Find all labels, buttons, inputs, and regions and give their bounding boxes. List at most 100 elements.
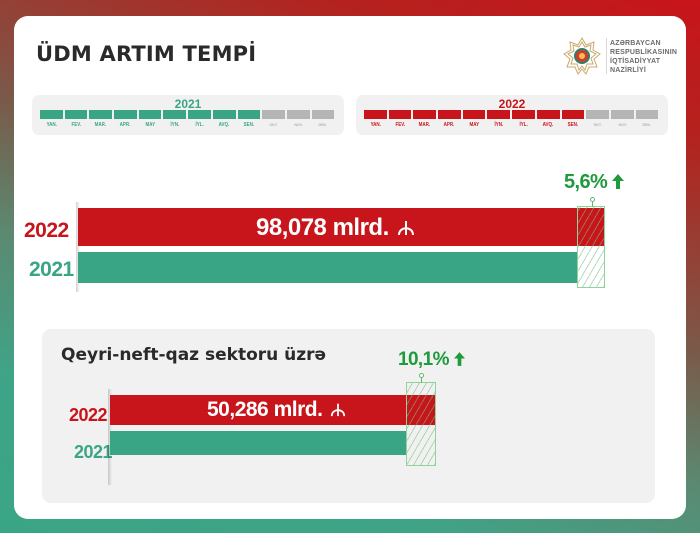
month-segment [610, 110, 634, 119]
month-label: YAN. [370, 122, 381, 128]
month-segment [40, 110, 63, 119]
year-label-2022: 2022 [69, 405, 108, 425]
month-segment [586, 110, 609, 119]
month-segment [138, 110, 162, 119]
month-label: MAY [469, 122, 479, 128]
month-cell: NOY. [286, 110, 310, 128]
ministry-emblem-icon [563, 36, 601, 75]
month-label: SEN. [567, 122, 579, 128]
ministry-name: AZƏRBAYCAN RESPUBLİKASININ İQTİSADİYYAT … [610, 40, 678, 74]
month-cell: İYL. [512, 110, 535, 128]
month-cell: NOY. [610, 110, 634, 128]
month-label: FEV. [395, 122, 405, 128]
month-segment [262, 110, 285, 119]
month-strip: YAN. FEV. MAR. APR. MAY İYN. İYL. AVQ. SEN. OKT. N… [364, 110, 659, 128]
month-cell: İYL. [188, 110, 211, 128]
month-label: FEV. [71, 122, 81, 128]
month-label: AVQ. [218, 122, 230, 128]
month-cell: İYN. [163, 110, 187, 128]
month-label: NOY. [294, 122, 303, 127]
month-cell: İYN. [487, 110, 511, 128]
month-segment [212, 110, 236, 119]
month-cell: APR. [438, 110, 461, 128]
month-cell: OKT. [262, 110, 285, 128]
month-segment [487, 110, 511, 119]
bar-2021 [78, 252, 578, 283]
month-strip: YAN. FEV. MAR. APR. MAY İYN. İYL. AVQ. SEN. OKT. N… [40, 110, 335, 128]
month-label: İYL. [195, 122, 204, 128]
month-label: DEK. [642, 122, 652, 127]
month-label: APR. [120, 122, 131, 128]
month-cell: AVQ. [536, 110, 560, 128]
month-segment [311, 110, 335, 119]
month-cell: SEN. [237, 110, 261, 128]
month-label: SEN. [243, 122, 255, 128]
timeline-year: 2022 [498, 97, 526, 111]
month-cell: YAN. [40, 110, 63, 128]
panel-title: Qeyri-neft-qaz sektoru üzrə [61, 345, 327, 365]
axis-line [76, 202, 80, 292]
month-segment [364, 110, 387, 119]
month-cell: SEN. [561, 110, 585, 128]
gdp-chart: 2022 2021 5,6% 98,078 mlrd. [14, 166, 686, 296]
month-label: AVQ. [542, 122, 554, 128]
month-segment [286, 110, 310, 119]
month-segment [438, 110, 461, 119]
growth-pin-dot [590, 197, 595, 202]
month-label: İYN. [494, 122, 504, 128]
month-segment [188, 110, 211, 119]
manat-icon [397, 221, 414, 236]
month-label: OKT. [269, 122, 278, 127]
page-title: ÜDM ARTIM TEMPİ [36, 42, 257, 66]
year-label-2021: 2021 [74, 442, 113, 462]
month-cell: APR. [114, 110, 137, 128]
month-label: OKT. [593, 122, 602, 127]
logo-divider [606, 38, 607, 74]
month-cell: MAR. [89, 110, 113, 128]
month-segment [114, 110, 137, 119]
month-segment [512, 110, 535, 119]
month-segment [89, 110, 113, 119]
month-segment [237, 110, 261, 119]
month-cell: MAY [138, 110, 162, 128]
month-segment [413, 110, 437, 119]
timeline-year: 2021 [174, 97, 202, 111]
arrow-up-icon [612, 174, 625, 189]
month-label: YAN. [46, 122, 57, 128]
month-label: MAR. [94, 122, 107, 128]
growth-hatch [406, 382, 436, 466]
non-oil-gas-panel: Qeyri-neft-qaz sektoru üzrə 2022 2021 10… [42, 329, 655, 503]
month-label: MAR. [418, 122, 431, 128]
month-segment [536, 110, 560, 119]
month-cell: FEV. [64, 110, 88, 128]
year-label-2022: 2022 [24, 219, 69, 242]
month-segment [388, 110, 412, 119]
arrow-up-icon [453, 352, 465, 366]
ministry-logo: AZƏRBAYCAN RESPUBLİKASININ İQTİSADİYYAT … [562, 34, 678, 80]
month-segment [462, 110, 486, 119]
growth-pin [592, 201, 593, 207]
manat-icon [330, 403, 345, 417]
month-cell: MAR. [413, 110, 437, 128]
growth-hatch [577, 206, 605, 288]
timeline-2021: 2021 YAN. FEV. MAR. APR. MAY İYN. İYL. AVQ. SEN.… [32, 95, 344, 135]
month-cell: FEV. [388, 110, 412, 128]
month-label: APR. [444, 122, 455, 128]
growth-percent: 10,1% [398, 349, 465, 371]
bar-2022 [78, 208, 604, 246]
month-segment [561, 110, 585, 119]
growth-percent: 5,6% [564, 171, 625, 194]
month-cell: DEK. [635, 110, 659, 128]
month-cell: DEK. [311, 110, 335, 128]
bar-value-label: 50,286 mlrd. [207, 398, 346, 422]
bar-2021 [110, 431, 406, 455]
month-segment [635, 110, 659, 119]
growth-pin [421, 377, 422, 383]
bar-2022 [110, 395, 436, 425]
bar-value-label: 98,078 mlrd. [256, 214, 415, 242]
month-label: İYL. [519, 122, 528, 128]
growth-pin-dot [419, 373, 424, 378]
month-label: NOY. [618, 122, 627, 127]
month-cell: YAN. [364, 110, 387, 128]
month-cell: MAY [462, 110, 486, 128]
